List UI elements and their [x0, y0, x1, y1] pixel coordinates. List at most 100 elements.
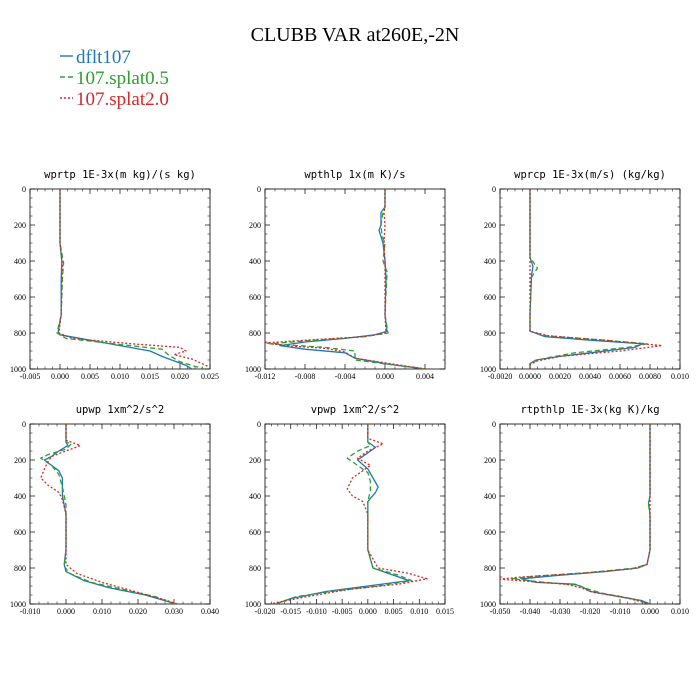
- panel-2: wpthlp 1x(m K)/s -0.012 -0.008 -0.004 0.000 0…: [245, 169, 446, 381]
- x-tick-label: 0.0080: [639, 372, 661, 381]
- series-line-107.splat0.5: [529, 189, 648, 369]
- series-line-107.splat0.5: [40, 424, 175, 604]
- panel-title: rtpthlp 1E-3x(kg K)/kg: [520, 404, 659, 416]
- legend-label-splat0.5: 107.splat0.5: [76, 68, 169, 89]
- x-tick-label: 0.0060: [609, 372, 631, 381]
- y-tick-label: 600: [249, 293, 261, 302]
- y-tick-label: 600: [249, 528, 261, 537]
- y-tick-label: 400: [249, 257, 261, 266]
- x-tick-label: 0.004: [416, 372, 434, 381]
- y-tick-label: 1000: [480, 365, 496, 374]
- y-tick-label: 400: [484, 257, 496, 266]
- y-tick-label: 0: [22, 420, 26, 429]
- y-tick-label: 800: [484, 564, 496, 573]
- series-line-107.splat2.0: [58, 189, 210, 369]
- series-line-107.splat2.0: [265, 189, 426, 369]
- x-tick-label: 0.020: [171, 372, 189, 381]
- y-tick-label: 200: [249, 456, 261, 465]
- x-tick-label: -0.040: [520, 607, 541, 616]
- x-tick-label: 0.010: [111, 372, 129, 381]
- panel-title: wprcp 1E-3x(m/s) (kg/kg): [514, 169, 666, 181]
- x-tick-label: 0.005: [385, 607, 403, 616]
- x-tick-label: 0.015: [141, 372, 159, 381]
- x-tick-label: 0.025: [201, 372, 219, 381]
- x-tick-label: -0.030: [550, 607, 571, 616]
- panel-4: upwp 1xm^2/s^2 -0.010 0.000 0.010 0.020 0.030…: [10, 404, 219, 616]
- y-tick-label: 0: [492, 185, 496, 194]
- y-tick-label: 600: [14, 528, 26, 537]
- x-tick-label: 0.0000: [519, 372, 541, 381]
- panel-3: wprcp 1E-3x(m/s) (kg/kg) -0.0020 0.0000 0.0…: [480, 169, 689, 381]
- y-tick-label: 800: [249, 329, 261, 338]
- series-line-107.splat0.5: [275, 424, 413, 604]
- x-tick-label: 0.000: [51, 372, 69, 381]
- x-tick-label: 0.010: [410, 607, 428, 616]
- y-tick-label: 1000: [10, 365, 26, 374]
- series-line-107.splat2.0: [40, 424, 178, 604]
- y-tick-label: 600: [484, 528, 496, 537]
- y-tick-label: 200: [249, 221, 261, 230]
- x-tick-label: -0.020: [580, 607, 601, 616]
- x-tick-label: 0.000: [359, 607, 377, 616]
- legend-label-splat2.0: 107.splat2.0: [76, 89, 169, 110]
- x-tick-label: -0.004: [335, 372, 356, 381]
- y-tick-label: 800: [14, 329, 26, 338]
- x-tick-label: 0.015: [436, 607, 454, 616]
- y-tick-label: 800: [14, 564, 26, 573]
- series-line-dflt107: [275, 424, 410, 604]
- x-tick-label: 0.010: [671, 607, 689, 616]
- panel-title: wprtp 1E-3x(m kg)/(s kg): [44, 169, 196, 181]
- x-tick-label: 0.010: [671, 372, 689, 381]
- y-tick-label: 200: [14, 456, 26, 465]
- series-line-107.splat2.0: [500, 424, 651, 604]
- panel-1: wprtp 1E-3x(m kg)/(s kg) -0.005 0.000 0.005…: [10, 169, 219, 381]
- x-tick-label: -0.005: [20, 372, 41, 381]
- x-tick-label: 0.000: [641, 607, 659, 616]
- y-tick-label: 400: [14, 257, 26, 266]
- x-tick-label: 0.010: [93, 607, 111, 616]
- x-tick-label: 0.005: [81, 372, 99, 381]
- y-tick-label: 200: [484, 456, 496, 465]
- y-tick-label: 200: [14, 221, 26, 230]
- legend: dflt107 107.splat0.5 107.splat2.0: [60, 47, 169, 110]
- y-tick-label: 800: [249, 564, 261, 573]
- y-tick-label: 1000: [480, 600, 496, 609]
- panel-title: upwp 1xm^2/s^2: [76, 404, 165, 416]
- panel-6: rtpthlp 1E-3x(kg K)/kg -0.050 -0.040 -0.030…: [480, 404, 689, 616]
- figure-title: CLUBB VAR at260E,-2N: [251, 24, 460, 46]
- y-tick-label: 1000: [245, 600, 261, 609]
- x-tick-label: -0.050: [490, 607, 511, 616]
- y-tick-label: 1000: [245, 365, 261, 374]
- x-tick-label: -0.012: [255, 372, 276, 381]
- x-tick-label: -0.0020: [488, 372, 513, 381]
- x-tick-label: -0.020: [255, 607, 276, 616]
- x-tick-label: -0.010: [610, 607, 631, 616]
- y-tick-label: 400: [249, 492, 261, 501]
- y-tick-label: 600: [14, 293, 26, 302]
- x-tick-label: 0.000: [57, 607, 75, 616]
- series-line-dflt107: [520, 424, 651, 604]
- y-tick-label: 400: [14, 492, 26, 501]
- x-tick-label: 0.0040: [579, 372, 601, 381]
- y-tick-label: 1000: [10, 600, 26, 609]
- legend-label-dflt107: dflt107: [76, 47, 131, 68]
- y-tick-label: 0: [492, 420, 496, 429]
- panels: wprtp 1E-3x(m kg)/(s kg) -0.005 0.000 0.005…: [10, 169, 689, 616]
- series-line-107.splat0.5: [269, 189, 426, 369]
- x-tick-label: -0.015: [280, 607, 301, 616]
- x-tick-label: -0.010: [306, 607, 327, 616]
- y-tick-label: 0: [257, 185, 261, 194]
- x-tick-label: 0.020: [129, 607, 147, 616]
- y-tick-label: 200: [484, 221, 496, 230]
- x-tick-label: -0.005: [332, 607, 353, 616]
- y-tick-label: 0: [257, 420, 261, 429]
- x-tick-label: 0.030: [165, 607, 183, 616]
- y-tick-label: 400: [484, 492, 496, 501]
- series-line-107.splat2.0: [529, 189, 663, 369]
- x-tick-label: -0.008: [295, 372, 316, 381]
- series-line-107.splat2.0: [270, 424, 428, 604]
- panel-title: wpthlp 1x(m K)/s: [304, 169, 405, 181]
- x-tick-label: 0.0020: [549, 372, 571, 381]
- panel-5: vpwp 1xm^2/s^2 -0.020 -0.015 -0.010 -0.005 0.…: [245, 404, 454, 616]
